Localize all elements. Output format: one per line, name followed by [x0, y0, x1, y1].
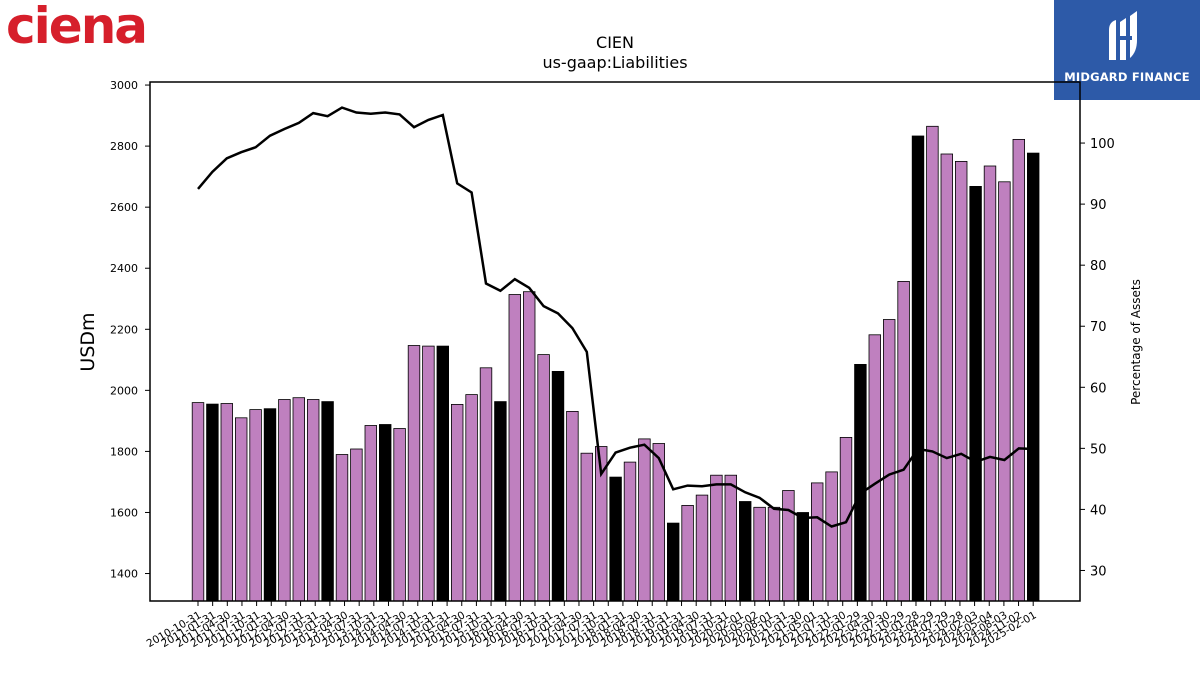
y-tick-label: 2200 — [110, 323, 138, 336]
bar — [566, 410, 579, 602]
bar — [926, 125, 939, 602]
bar — [206, 403, 219, 602]
plot-frame — [149, 81, 1081, 602]
bar — [767, 506, 781, 602]
y2-tick-label: 70 — [1090, 320, 1107, 335]
y2-tick-label: 100 — [1090, 137, 1115, 152]
y2-tick-label: 50 — [1090, 442, 1107, 457]
y2-tick-label: 40 — [1090, 503, 1107, 518]
line-series — [197, 106, 1034, 528]
bar — [508, 294, 522, 602]
y2-tick-label: 30 — [1090, 564, 1107, 579]
y-tick-label: 1400 — [110, 568, 138, 581]
bar — [868, 334, 882, 602]
bar — [854, 363, 867, 602]
bar — [897, 280, 910, 602]
chart-subtitle: us-gaap:Liabilities — [542, 53, 687, 72]
bar — [681, 504, 694, 602]
midgard-finance-logo: MIDGARD FINANCE — [1054, 0, 1200, 100]
y-tick-label: 3000 — [110, 79, 138, 92]
bar — [537, 354, 550, 602]
bar — [825, 471, 838, 602]
bar — [811, 482, 824, 602]
y2-tick-label: 80 — [1090, 259, 1107, 274]
y-tick-label: 2800 — [110, 140, 138, 153]
bar — [263, 408, 277, 602]
bar — [292, 397, 306, 602]
bar — [969, 185, 982, 602]
bar — [983, 165, 997, 602]
bar — [465, 394, 478, 602]
bar — [523, 291, 536, 602]
bar — [278, 399, 291, 602]
bar — [1012, 138, 1026, 602]
bar — [911, 135, 925, 602]
y-tick-label: 2400 — [110, 262, 138, 275]
y-axis-label: USDm — [77, 312, 99, 371]
bar — [306, 399, 320, 602]
bar — [753, 506, 766, 602]
bar — [551, 370, 565, 602]
y-axis-right: 30 40 50 60 70 80 90 100 — [1080, 137, 1115, 579]
bar — [350, 448, 363, 602]
bar — [998, 181, 1011, 602]
bar — [739, 501, 752, 602]
bars-layer — [191, 125, 1040, 602]
bar — [191, 402, 205, 602]
bar — [667, 522, 680, 602]
bar — [609, 476, 622, 602]
bar — [407, 345, 421, 602]
bar — [249, 409, 262, 602]
line-layer — [197, 106, 1034, 528]
bar — [422, 345, 435, 602]
bar — [494, 401, 507, 602]
bar — [580, 452, 594, 602]
y-tick-label: 1600 — [110, 506, 138, 519]
x-axis: 2010-10-312011-01-312011-04-302011-07-31… — [145, 601, 1039, 650]
y2-tick-label: 90 — [1090, 198, 1107, 213]
bar — [695, 494, 709, 602]
y-tick-label: 2600 — [110, 201, 138, 214]
bar — [450, 403, 464, 602]
y-tick-label: 2000 — [110, 384, 138, 397]
chart-title: CIEN — [596, 33, 634, 52]
bar — [638, 438, 651, 602]
bar — [940, 153, 954, 602]
y-tick-label: 1800 — [110, 445, 138, 458]
y-axis-left: 1400 1600 1800 2000 2200 2400 2600 2800 3000 — [110, 79, 150, 581]
bar — [955, 160, 968, 602]
midgard-logo-text: MIDGARD FINANCE — [1064, 70, 1190, 84]
bar — [623, 461, 637, 602]
bar — [364, 425, 378, 602]
y2-tick-label: 60 — [1090, 381, 1107, 396]
y2-axis-label: Percentage of Assets — [1129, 279, 1143, 405]
bar — [234, 417, 248, 602]
bar — [782, 490, 795, 602]
bar — [724, 474, 738, 602]
ciena-logo: ciena — [6, 0, 148, 55]
midgard-logo-mark-icon — [1109, 11, 1137, 60]
bar — [1027, 152, 1040, 602]
bar — [479, 367, 493, 602]
bar — [436, 345, 450, 602]
bar — [883, 319, 896, 602]
bar — [710, 474, 723, 602]
bar — [393, 428, 406, 602]
bar — [378, 424, 392, 602]
bar — [220, 403, 234, 602]
bar — [839, 436, 853, 602]
bar — [335, 454, 349, 602]
bar — [321, 401, 334, 602]
bar — [796, 512, 810, 602]
ciena-logo-text: ciena — [6, 0, 148, 55]
